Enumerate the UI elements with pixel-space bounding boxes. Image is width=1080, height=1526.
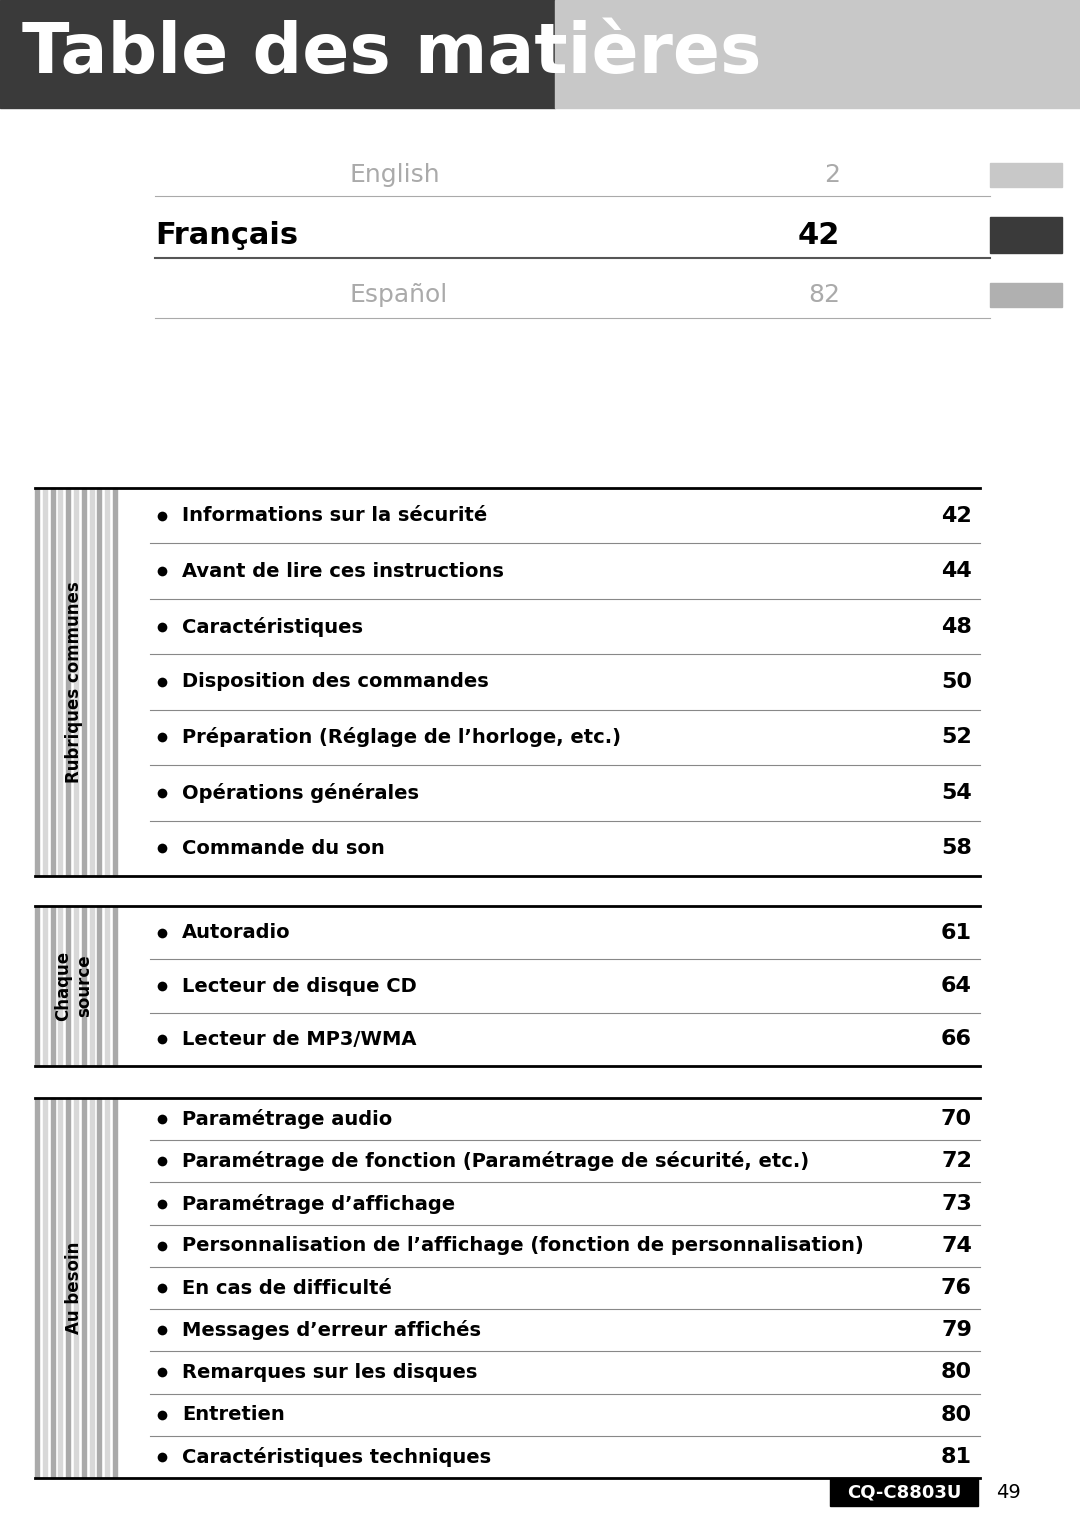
Bar — [97, 1099, 102, 1479]
Text: CQ-C8803U: CQ-C8803U — [847, 1483, 961, 1502]
Text: 82: 82 — [808, 282, 840, 307]
Text: Informations sur la sécurité: Informations sur la sécurité — [183, 507, 487, 525]
Text: 44: 44 — [942, 562, 972, 581]
Text: Autoradio: Autoradio — [183, 923, 291, 942]
Bar — [51, 488, 54, 876]
Text: 42: 42 — [942, 505, 972, 526]
Bar — [990, 282, 1062, 307]
Bar — [58, 906, 63, 1067]
Bar — [90, 488, 94, 876]
Text: 66: 66 — [941, 1030, 972, 1050]
Text: 73: 73 — [941, 1193, 972, 1213]
Bar — [75, 1099, 78, 1479]
Text: Avant de lire ces instructions: Avant de lire ces instructions — [183, 562, 504, 580]
Text: Messages d’erreur affichés: Messages d’erreur affichés — [183, 1320, 481, 1340]
Bar — [66, 1099, 70, 1479]
Bar — [82, 906, 85, 1067]
Bar — [990, 217, 1062, 253]
Text: 76: 76 — [941, 1277, 972, 1299]
Bar — [51, 1099, 54, 1479]
Text: Español: Español — [350, 282, 448, 307]
Bar — [105, 906, 109, 1067]
Text: Préparation (Réglage de l’horloge, etc.): Préparation (Réglage de l’horloge, etc.) — [183, 728, 621, 748]
Text: Chaque
source: Chaque source — [55, 951, 93, 1021]
Text: Lecteur de MP3/WMA: Lecteur de MP3/WMA — [183, 1030, 417, 1048]
Bar — [990, 163, 1062, 188]
Text: 49: 49 — [996, 1482, 1021, 1502]
Text: Caractéristiques: Caractéristiques — [183, 617, 363, 636]
Text: 42: 42 — [798, 220, 840, 249]
Bar — [97, 488, 102, 876]
Text: 2: 2 — [824, 163, 840, 188]
Text: 79: 79 — [941, 1320, 972, 1340]
Text: Caractéristiques techniques: Caractéristiques techniques — [183, 1447, 491, 1466]
Bar — [90, 906, 94, 1067]
Text: 50: 50 — [941, 671, 972, 691]
Text: English: English — [350, 163, 441, 188]
Bar — [43, 906, 46, 1067]
Text: Disposition des commandes: Disposition des commandes — [183, 673, 489, 691]
Text: Paramétrage d’affichage: Paramétrage d’affichage — [183, 1193, 455, 1213]
Text: 74: 74 — [941, 1236, 972, 1256]
Bar — [58, 1099, 63, 1479]
Text: Commande du son: Commande du son — [183, 839, 384, 858]
Bar — [555, 0, 1080, 108]
Bar — [43, 1099, 46, 1479]
Bar — [90, 1099, 94, 1479]
Bar — [35, 1099, 39, 1479]
Text: Rubriques communes: Rubriques communes — [65, 581, 83, 783]
Text: 80: 80 — [941, 1404, 972, 1425]
Text: Table des matières: Table des matières — [22, 20, 761, 87]
Bar — [82, 1099, 85, 1479]
Text: 48: 48 — [941, 617, 972, 636]
Bar — [113, 906, 117, 1067]
Bar — [75, 906, 78, 1067]
Bar — [58, 488, 63, 876]
Text: 61: 61 — [941, 923, 972, 943]
Bar — [51, 906, 54, 1067]
Bar — [82, 488, 85, 876]
Bar — [43, 488, 46, 876]
Text: Remarques sur les disques: Remarques sur les disques — [183, 1363, 477, 1383]
Text: Opérations générales: Opérations générales — [183, 783, 419, 803]
Bar — [66, 488, 70, 876]
Text: Paramétrage audio: Paramétrage audio — [183, 1109, 392, 1129]
Bar — [113, 1099, 117, 1479]
Text: Français: Français — [156, 220, 298, 249]
Text: 81: 81 — [941, 1447, 972, 1466]
Text: 72: 72 — [941, 1151, 972, 1172]
Text: Personnalisation de l’affichage (fonction de personnalisation): Personnalisation de l’affichage (fonctio… — [183, 1236, 864, 1256]
Text: Au besoin: Au besoin — [65, 1242, 83, 1334]
Bar — [105, 1099, 109, 1479]
Bar — [66, 906, 70, 1067]
Text: 58: 58 — [941, 838, 972, 858]
Bar — [0, 0, 555, 108]
Bar — [35, 488, 39, 876]
Text: 80: 80 — [941, 1363, 972, 1383]
Bar — [97, 906, 102, 1067]
Bar — [831, 1479, 978, 1506]
Text: Paramétrage de fonction (Paramétrage de sécurité, etc.): Paramétrage de fonction (Paramétrage de … — [183, 1151, 809, 1172]
Bar — [35, 906, 39, 1067]
Bar — [113, 488, 117, 876]
Text: Lecteur de disque CD: Lecteur de disque CD — [183, 977, 417, 995]
Text: 70: 70 — [941, 1109, 972, 1129]
Text: 52: 52 — [942, 728, 972, 748]
Text: 64: 64 — [941, 977, 972, 996]
Text: En cas de difficulté: En cas de difficulté — [183, 1279, 392, 1297]
Bar — [75, 488, 78, 876]
Text: Entretien: Entretien — [183, 1405, 285, 1424]
Text: 54: 54 — [942, 783, 972, 803]
Bar — [105, 488, 109, 876]
